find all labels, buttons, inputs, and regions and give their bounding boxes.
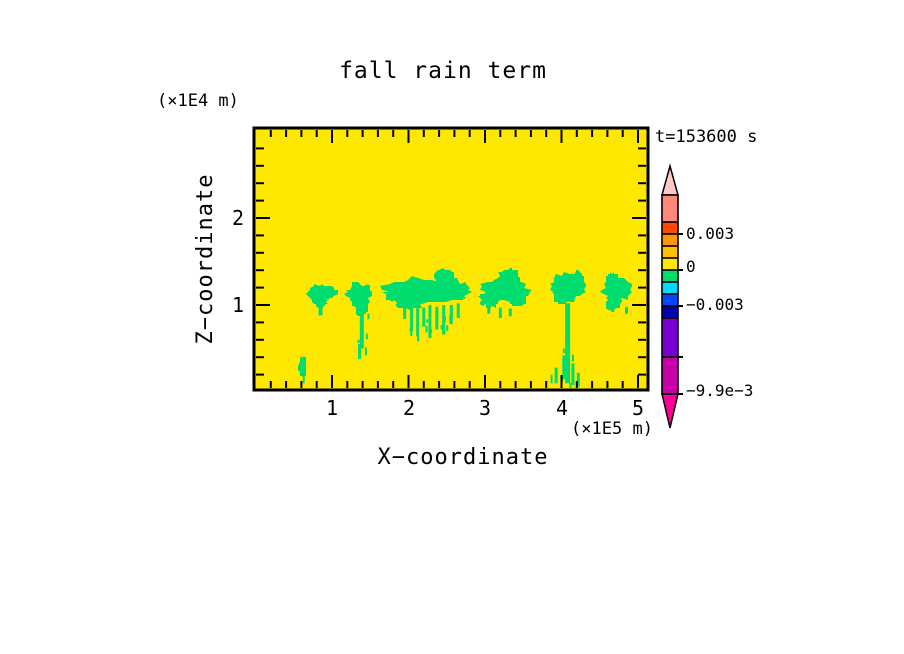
colorbar	[661, 163, 683, 429]
chart-title: fall rain term	[339, 58, 547, 84]
x-axis-unit-label: (×1E5 m)	[571, 419, 653, 439]
x-axis-title: X−coordinate	[377, 445, 549, 470]
colorbar-label-neg: −0.003	[686, 295, 744, 314]
time-annotation: t=153600 s	[655, 127, 758, 147]
rain-field-blobs	[298, 268, 632, 388]
y-axis-unit-label: (×1E4 m)	[157, 91, 239, 111]
x-tick-label-2: 2	[402, 396, 416, 420]
y-tick-label-2: 2	[231, 206, 244, 230]
field-zero-band	[254, 128, 648, 390]
colorbar-label-zero: 0	[686, 257, 696, 276]
x-tick-label-3: 3	[478, 396, 492, 420]
x-tick-label-4: 4	[555, 396, 569, 420]
y-axis-title: Z−coordinate	[193, 173, 218, 345]
plot-frame	[252, 126, 650, 392]
axis-ticks	[256, 130, 646, 388]
x-tick-label-5: 5	[631, 396, 645, 420]
x-tick-label-1: 1	[325, 396, 339, 420]
colorbar-label-min: −9.9e−3	[686, 381, 754, 400]
colorbar-label-pos: 0.003	[686, 224, 735, 243]
y-tick-label-1: 1	[231, 293, 244, 317]
